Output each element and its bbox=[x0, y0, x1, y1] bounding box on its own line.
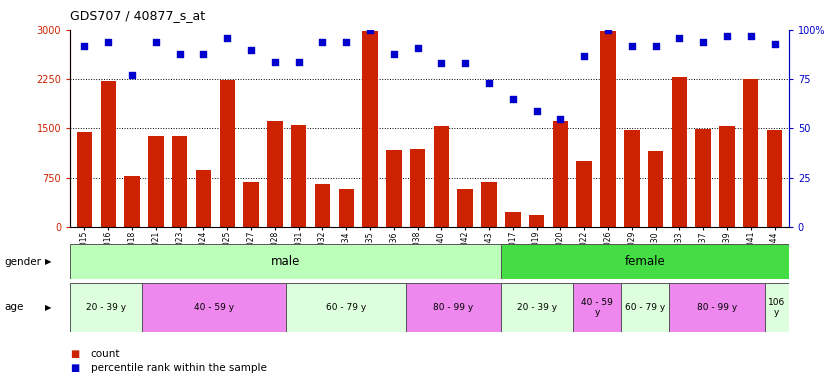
Text: 20 - 39 y: 20 - 39 y bbox=[86, 303, 126, 312]
Text: 40 - 59
y: 40 - 59 y bbox=[582, 298, 613, 317]
Bar bbox=[142, 283, 286, 332]
Text: female: female bbox=[624, 255, 666, 268]
Point bbox=[339, 39, 353, 45]
Bar bbox=[434, 126, 449, 227]
Bar bbox=[648, 151, 663, 227]
Bar bbox=[767, 130, 782, 227]
Bar bbox=[501, 244, 789, 279]
Point bbox=[768, 41, 781, 47]
Point bbox=[601, 27, 615, 33]
Point bbox=[221, 35, 234, 41]
Bar bbox=[719, 126, 734, 227]
Point bbox=[197, 51, 210, 57]
Point bbox=[553, 116, 567, 122]
Text: percentile rank within the sample: percentile rank within the sample bbox=[91, 363, 267, 373]
Bar bbox=[315, 184, 330, 227]
Text: age: age bbox=[4, 303, 23, 312]
Text: 60 - 79 y: 60 - 79 y bbox=[325, 303, 366, 312]
Bar bbox=[672, 77, 687, 227]
Bar bbox=[70, 244, 501, 279]
Bar bbox=[339, 189, 354, 227]
Text: gender: gender bbox=[4, 256, 41, 267]
Point bbox=[387, 51, 401, 57]
Text: ▶: ▶ bbox=[45, 257, 51, 266]
Point bbox=[411, 45, 425, 51]
Bar bbox=[363, 32, 377, 227]
Point bbox=[78, 43, 91, 49]
Point bbox=[672, 35, 686, 41]
Bar bbox=[291, 124, 306, 227]
Text: ■: ■ bbox=[70, 350, 79, 359]
Text: 60 - 79 y: 60 - 79 y bbox=[625, 303, 665, 312]
Bar bbox=[482, 182, 496, 227]
Text: male: male bbox=[271, 255, 301, 268]
Bar bbox=[101, 81, 116, 227]
Bar bbox=[172, 136, 188, 227]
Bar bbox=[573, 283, 621, 332]
Point bbox=[102, 39, 115, 45]
Bar bbox=[501, 283, 573, 332]
Point bbox=[720, 33, 733, 39]
Bar bbox=[196, 170, 211, 227]
Text: count: count bbox=[91, 350, 121, 359]
Bar bbox=[386, 150, 401, 227]
Point bbox=[696, 39, 710, 45]
Point bbox=[292, 58, 306, 64]
Bar bbox=[244, 182, 259, 227]
Bar bbox=[286, 283, 406, 332]
Bar bbox=[695, 129, 711, 227]
Point bbox=[744, 33, 757, 39]
Bar bbox=[577, 161, 592, 227]
Point bbox=[506, 96, 520, 102]
Text: ▶: ▶ bbox=[45, 303, 51, 312]
Bar bbox=[765, 283, 789, 332]
Bar bbox=[220, 80, 235, 227]
Point bbox=[577, 53, 591, 58]
Bar bbox=[621, 283, 669, 332]
Point bbox=[316, 39, 329, 45]
Bar bbox=[125, 176, 140, 227]
Text: 106
y: 106 y bbox=[768, 298, 786, 317]
Bar bbox=[553, 121, 568, 227]
Text: 80 - 99 y: 80 - 99 y bbox=[697, 303, 737, 312]
Text: 40 - 59 y: 40 - 59 y bbox=[194, 303, 234, 312]
Point bbox=[363, 27, 377, 33]
Text: 80 - 99 y: 80 - 99 y bbox=[434, 303, 473, 312]
Point bbox=[173, 51, 187, 57]
Text: ■: ■ bbox=[70, 363, 79, 373]
Bar bbox=[267, 121, 282, 227]
Text: GDS707 / 40877_s_at: GDS707 / 40877_s_at bbox=[70, 9, 206, 22]
Point bbox=[649, 43, 662, 49]
Bar bbox=[458, 189, 473, 227]
Point bbox=[530, 108, 544, 114]
Bar bbox=[601, 31, 615, 227]
Bar bbox=[148, 136, 164, 227]
Point bbox=[458, 60, 472, 66]
Bar bbox=[77, 132, 93, 227]
Point bbox=[150, 39, 163, 45]
Bar bbox=[505, 212, 520, 227]
Bar bbox=[70, 283, 142, 332]
Point bbox=[482, 80, 496, 86]
Point bbox=[434, 60, 448, 66]
Point bbox=[268, 58, 282, 64]
Point bbox=[625, 43, 638, 49]
Bar bbox=[669, 283, 765, 332]
Bar bbox=[406, 283, 501, 332]
Bar bbox=[410, 149, 425, 227]
Point bbox=[244, 47, 258, 53]
Bar bbox=[529, 215, 544, 227]
Text: 20 - 39 y: 20 - 39 y bbox=[517, 303, 558, 312]
Point bbox=[126, 72, 139, 78]
Bar bbox=[624, 130, 639, 227]
Bar bbox=[743, 79, 758, 227]
